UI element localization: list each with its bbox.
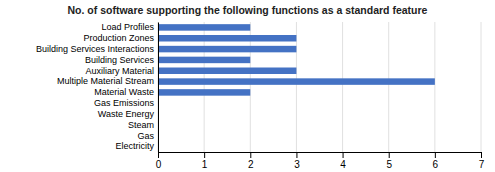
tick-label: Multiple Material Stream [57, 76, 154, 86]
bar [158, 46, 296, 53]
grid-line [434, 22, 435, 152]
tick: 5 [386, 152, 392, 170]
grid-line [158, 22, 159, 152]
tick: Production Zones [83, 33, 158, 43]
tick-label: Material Waste [94, 87, 154, 97]
tick-label: Auxiliary Material [85, 66, 154, 76]
tick-label: 2 [248, 159, 254, 170]
tick-label: 0 [156, 159, 162, 170]
axis-line [159, 153, 482, 159]
tick-label: Gas Emissions [94, 98, 155, 108]
bar [158, 78, 435, 85]
tick: Steam [128, 120, 158, 130]
tick-label: 7 [479, 159, 485, 170]
tick: 3 [294, 152, 300, 170]
tick-label: 4 [340, 159, 346, 170]
tick-label: Load Profiles [101, 22, 154, 32]
tick: Load Profiles [101, 22, 158, 32]
tick: 0 [156, 152, 162, 170]
value-axis: 0 1 2 3 4 5 6 7 [156, 152, 485, 170]
bar [158, 68, 296, 75]
grid [158, 22, 481, 152]
tick: Material Waste [94, 87, 158, 97]
tick: Multiple Material Stream [57, 76, 158, 86]
bars [158, 24, 435, 96]
tick-label: Steam [128, 120, 154, 130]
tick: Gas [137, 131, 158, 141]
tick-label: Gas [137, 131, 154, 141]
tick-mark [204, 152, 205, 158]
tick: 6 [433, 152, 439, 170]
bar [158, 24, 250, 31]
tick-label: Building Services [85, 55, 155, 65]
tick: 7 [479, 152, 485, 170]
tick-mark [481, 152, 482, 158]
grid-line [388, 22, 389, 152]
plot: 0 1 2 3 4 5 6 7 ElectricityGasSteamWaste EnergyG… [36, 22, 485, 170]
tick-label: 5 [386, 159, 392, 170]
category-axis: ElectricityGasSteamWaste EnergyGas Emiss… [36, 22, 159, 152]
tick-label: Building Services Interactions [36, 44, 155, 54]
tick-mark [343, 152, 344, 158]
bar [158, 35, 296, 42]
tick: 2 [248, 152, 254, 170]
tick-label: Production Zones [83, 33, 154, 43]
bar [158, 89, 250, 96]
grid-line [481, 22, 482, 152]
tick: Building Services [85, 55, 158, 65]
tick-mark [250, 152, 251, 158]
tick-label: 3 [294, 159, 300, 170]
tick-mark [389, 152, 390, 158]
tick-label: 1 [202, 159, 208, 170]
tick-mark [296, 152, 297, 158]
tick-mark [158, 152, 159, 158]
title: No. of software supporting the following… [68, 4, 428, 16]
chart: No. of software supporting the following… [0, 0, 495, 172]
bar [158, 57, 250, 64]
tick: Electricity [115, 141, 158, 151]
tick-label: Electricity [115, 141, 154, 151]
tick-label: 6 [433, 159, 439, 170]
tick: Gas Emissions [94, 98, 158, 108]
tick: Auxiliary Material [85, 66, 158, 76]
tick-mark [435, 152, 436, 158]
tick: 1 [202, 152, 208, 170]
tick: 4 [340, 152, 346, 170]
tick: Building Services Interactions [36, 44, 158, 54]
tick: Waste Energy [98, 109, 158, 119]
tick-label: Waste Energy [98, 109, 155, 119]
axis-line [158, 23, 159, 153]
grid-line [342, 22, 343, 152]
